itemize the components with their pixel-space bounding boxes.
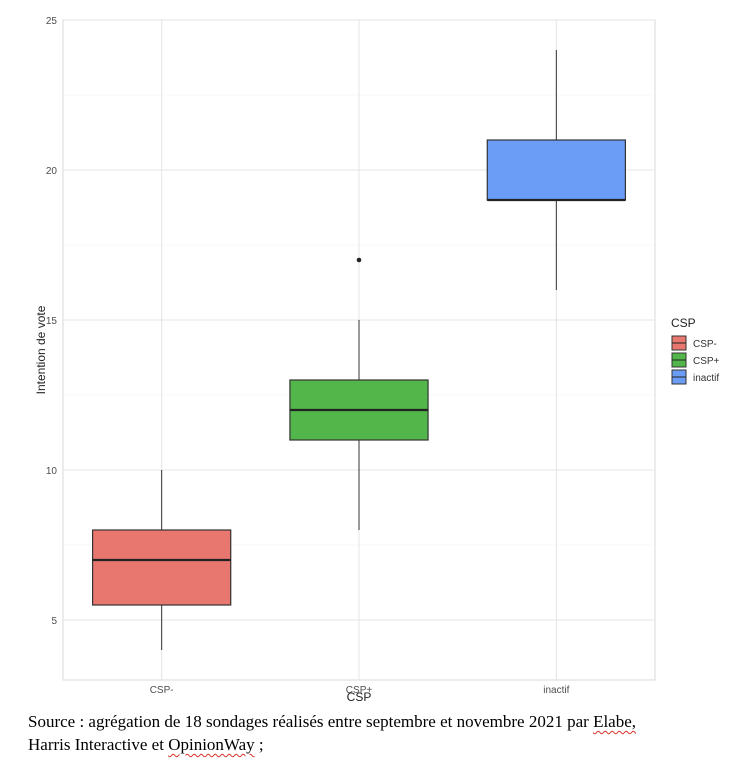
x-tick-label: inactif [543, 685, 569, 696]
x-axis-ticks: CSP- CSP+ inactif [150, 685, 570, 696]
y-tick-label: 25 [46, 16, 58, 27]
boxes [91, 50, 626, 650]
legend-item-inactif: inactif [671, 369, 719, 385]
caption-line-1: Source : agrégation de 18 sondages réali… [28, 712, 589, 731]
caption-elabe: Elabe, [593, 712, 637, 731]
x-axis-label: CSP [347, 690, 372, 704]
legend-title: CSP [671, 316, 696, 330]
x-tick-label: CSP- [150, 685, 174, 696]
box-inactif [486, 50, 626, 290]
legend-item-CSP-: CSP- [671, 335, 717, 351]
x-tick-label: CSP+ [346, 685, 373, 696]
source-caption: Source : agrégation de 18 sondages réali… [28, 710, 724, 756]
legend-label: CSP- [693, 339, 717, 350]
box-CSP+ [289, 257, 429, 530]
box-CSP- [91, 470, 232, 650]
y-tick-label: 20 [46, 166, 58, 177]
outlier-point [356, 257, 362, 263]
caption-line-2: Harris Interactive et [28, 735, 164, 754]
y-tick-label: 10 [46, 466, 58, 477]
y-axis-label: Intention de vote [34, 305, 48, 394]
legend-label: CSP+ [693, 356, 720, 367]
y-tick-label: 5 [51, 616, 57, 627]
iqr-box [486, 139, 626, 201]
legend-label: inactif [693, 373, 719, 384]
legend-item-CSP+: CSP+ [671, 352, 720, 368]
y-tick-label: 15 [46, 316, 58, 327]
boxplot-chart: 5 10 15 20 25 CSP- CSP+ inactif CSP Intention … [34, 16, 720, 704]
iqr-box [91, 529, 232, 606]
legend: CSP CSP- CSP+ inactif [671, 316, 720, 385]
caption-line-2-end: ; [254, 735, 264, 754]
y-axis-ticks: 5 10 15 20 25 [46, 16, 58, 627]
caption-opinionway: OpinionWay [168, 735, 255, 754]
